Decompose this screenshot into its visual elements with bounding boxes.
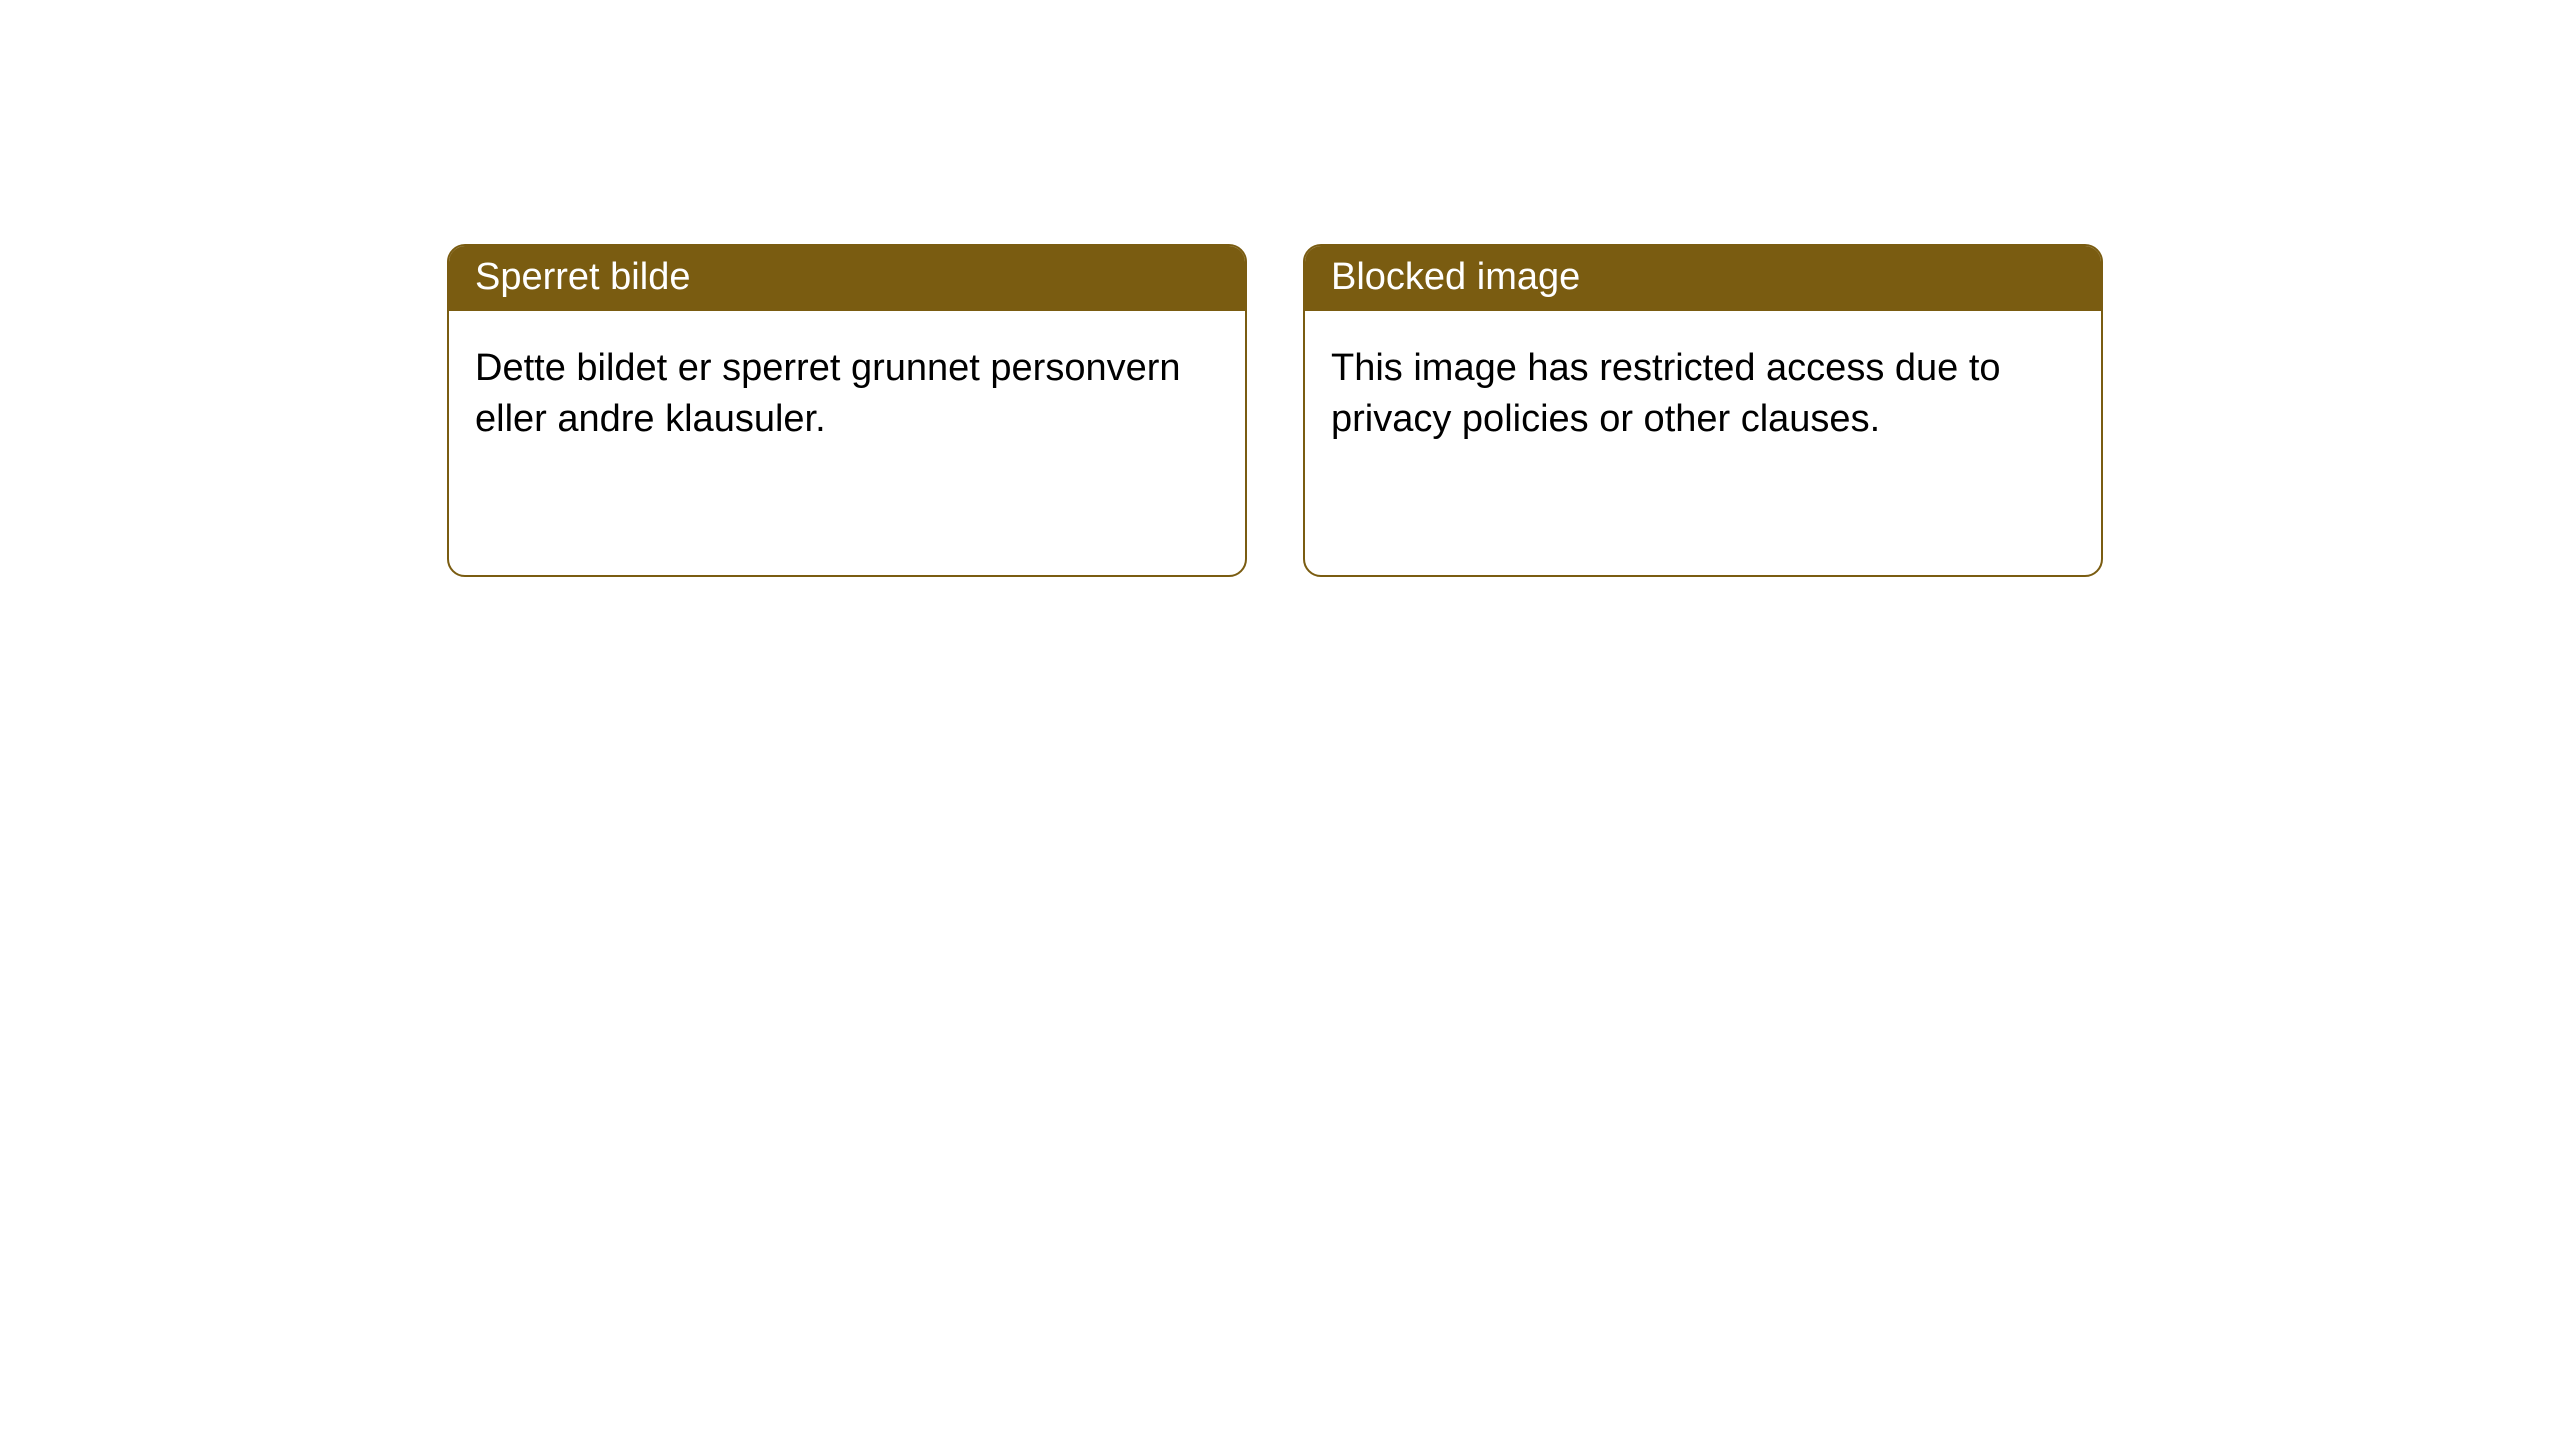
notice-body: This image has restricted access due to … (1305, 311, 2101, 478)
notice-header: Sperret bilde (449, 246, 1245, 311)
notice-body: Dette bildet er sperret grunnet personve… (449, 311, 1245, 478)
notice-card-english: Blocked image This image has restricted … (1303, 244, 2103, 577)
notice-header: Blocked image (1305, 246, 2101, 311)
notice-card-norwegian: Sperret bilde Dette bildet er sperret gr… (447, 244, 1247, 577)
notice-container: Sperret bilde Dette bildet er sperret gr… (0, 0, 2560, 577)
